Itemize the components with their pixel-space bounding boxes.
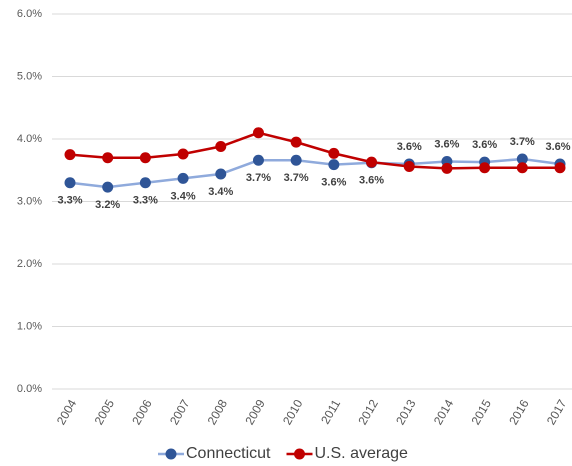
data-point [252,154,264,166]
data-point [554,162,566,174]
x-tick-label: 2004 [54,397,80,427]
data-point [215,168,227,180]
data-point [290,154,302,166]
data-label: 3.2% [95,199,120,211]
data-label: 3.7% [284,172,309,184]
y-tick-label: 5.0% [17,70,42,82]
x-tick-label: 2008 [205,397,231,427]
data-point [366,156,378,168]
y-tick-label: 2.0% [17,258,42,270]
data-label: 3.6% [472,139,497,151]
data-point [102,152,114,164]
data-label: 3.6% [545,141,570,153]
x-tick-label: 2012 [355,397,381,427]
x-tick-label: 2014 [431,397,457,427]
x-tick-label: 2013 [393,397,419,427]
legend-marker [294,448,305,460]
data-point [516,162,528,174]
data-label: 3.4% [208,186,233,198]
data-point [139,177,151,189]
data-point [328,159,340,171]
data-label: 3.6% [397,141,422,153]
legend-label: U.S. average [315,445,408,462]
legend-label: Connecticut [186,445,271,462]
data-label: 3.3% [57,195,82,207]
x-tick-label: 2011 [318,397,343,427]
data-point [215,141,227,152]
y-tick-label: 1.0% [17,320,42,332]
data-label: 3.4% [171,190,196,202]
x-tick-label: 2016 [506,397,532,427]
y-tick-label: 0.0% [17,383,42,395]
series-line [69,157,561,189]
y-tick-label: 6.0% [17,8,42,20]
x-tick-label: 2015 [468,397,494,427]
x-tick-label: 2010 [280,397,306,427]
data-point [102,181,114,193]
data-label: 3.6% [359,175,384,187]
data-point [328,147,340,159]
x-tick-label: 2007 [167,397,193,427]
x-tick-label: 2005 [92,397,118,427]
data-label: 3.6% [434,138,459,150]
legend-marker [165,448,177,460]
data-point [441,162,453,174]
data-point [479,162,491,174]
data-point [516,153,528,165]
series-line [69,131,560,170]
data-point [64,149,76,161]
data-point [290,136,302,148]
data-label: 3.7% [510,136,535,148]
x-tick-label: 2006 [129,397,155,427]
data-point [252,127,264,139]
data-point [139,152,151,164]
data-point [64,177,76,189]
x-tick-label: 2017 [544,397,570,427]
data-point [403,161,415,172]
data-label: 3.7% [246,172,271,184]
data-point [177,148,189,160]
data-label: 3.6% [321,177,346,189]
x-tick-label: 2009 [242,397,268,427]
data-label: 3.3% [133,195,158,207]
y-tick-label: 3.0% [17,195,42,207]
data-point [177,172,189,184]
y-tick-label: 4.0% [17,133,42,145]
